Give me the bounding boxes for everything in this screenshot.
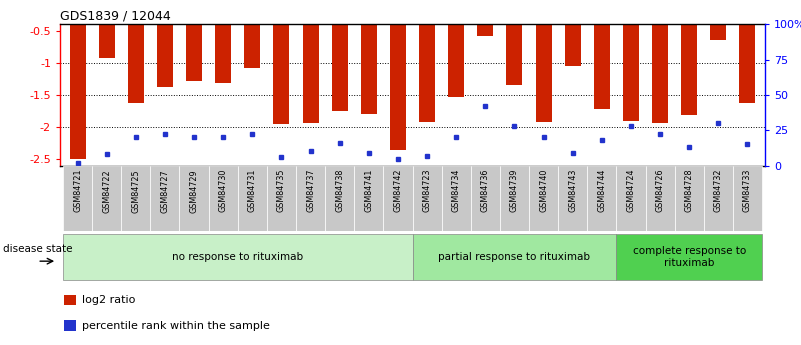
Bar (739, 0, 755, 102)
Bar (587, 166, 617, 231)
Bar (325, 166, 354, 231)
Text: GSM84732: GSM84732 (714, 169, 723, 213)
Bar (92, 166, 121, 231)
Bar (244, 0, 260, 68)
Text: GSM84733: GSM84733 (743, 169, 752, 212)
Text: GSM84727: GSM84727 (160, 169, 170, 213)
Text: GSM84741: GSM84741 (364, 169, 373, 212)
Bar (63, 166, 92, 231)
Bar (296, 166, 325, 231)
Bar (360, 0, 376, 114)
Text: GSM84723: GSM84723 (423, 169, 432, 213)
Bar (215, 0, 231, 83)
Bar (390, 0, 406, 149)
Bar (70, 0, 86, 159)
Bar (565, 0, 581, 66)
Bar (64, 321, 76, 331)
Text: GSM84730: GSM84730 (219, 169, 227, 212)
Bar (179, 166, 208, 231)
Text: GSM84726: GSM84726 (655, 169, 665, 213)
Bar (267, 166, 296, 231)
Text: partial response to rituximab: partial response to rituximab (438, 252, 590, 262)
Bar (441, 166, 471, 231)
Bar (99, 0, 115, 58)
Bar (558, 166, 587, 231)
Bar (710, 0, 727, 40)
Text: GSM84743: GSM84743 (568, 169, 578, 212)
Text: GSM84722: GSM84722 (103, 169, 111, 213)
Bar (617, 166, 646, 231)
Bar (64, 295, 76, 305)
Bar (506, 0, 522, 85)
Text: GSM84734: GSM84734 (452, 169, 461, 212)
Bar (594, 0, 610, 109)
Text: GSM84736: GSM84736 (481, 169, 490, 212)
Bar (151, 166, 179, 231)
Bar (273, 0, 289, 124)
Bar (536, 0, 552, 122)
Text: GSM84721: GSM84721 (73, 169, 82, 213)
Text: GSM84742: GSM84742 (393, 169, 402, 213)
Bar (646, 166, 674, 231)
Text: GSM84729: GSM84729 (190, 169, 199, 213)
Text: disease state: disease state (3, 244, 73, 254)
Bar (186, 0, 202, 81)
Bar (623, 0, 639, 121)
Text: GSM84744: GSM84744 (598, 169, 606, 212)
Text: complete response to
rituximab: complete response to rituximab (633, 246, 746, 268)
Bar (384, 166, 413, 231)
Bar (157, 0, 173, 87)
Text: GSM84737: GSM84737 (306, 169, 315, 213)
Text: GSM84738: GSM84738 (335, 169, 344, 212)
Bar (449, 0, 465, 97)
Bar (238, 166, 267, 231)
Bar (121, 166, 151, 231)
Text: percentile rank within the sample: percentile rank within the sample (82, 321, 270, 331)
Bar (500, 166, 529, 231)
Bar (652, 0, 668, 122)
Bar (674, 166, 704, 231)
Text: GSM84739: GSM84739 (510, 169, 519, 213)
Text: GSM84731: GSM84731 (248, 169, 257, 212)
Bar (413, 234, 617, 280)
Bar (332, 0, 348, 111)
Text: GSM84728: GSM84728 (685, 169, 694, 213)
Text: no response to rituximab: no response to rituximab (172, 252, 304, 262)
Bar (529, 166, 558, 231)
Bar (471, 166, 500, 231)
Bar (617, 234, 762, 280)
Text: GDS1839 / 12044: GDS1839 / 12044 (60, 10, 171, 23)
Bar (208, 166, 238, 231)
Bar (63, 234, 413, 280)
Bar (704, 166, 733, 231)
Bar (681, 0, 697, 116)
Bar (733, 166, 762, 231)
Bar (128, 0, 144, 103)
Bar (354, 166, 384, 231)
Text: GSM84724: GSM84724 (626, 169, 635, 213)
Bar (419, 0, 435, 122)
Text: GSM84740: GSM84740 (539, 169, 548, 212)
Bar (413, 166, 441, 231)
Text: GSM84735: GSM84735 (277, 169, 286, 213)
Bar (477, 0, 493, 36)
Text: GSM84725: GSM84725 (131, 169, 140, 213)
Bar (303, 0, 319, 122)
Text: log2 ratio: log2 ratio (82, 295, 135, 305)
